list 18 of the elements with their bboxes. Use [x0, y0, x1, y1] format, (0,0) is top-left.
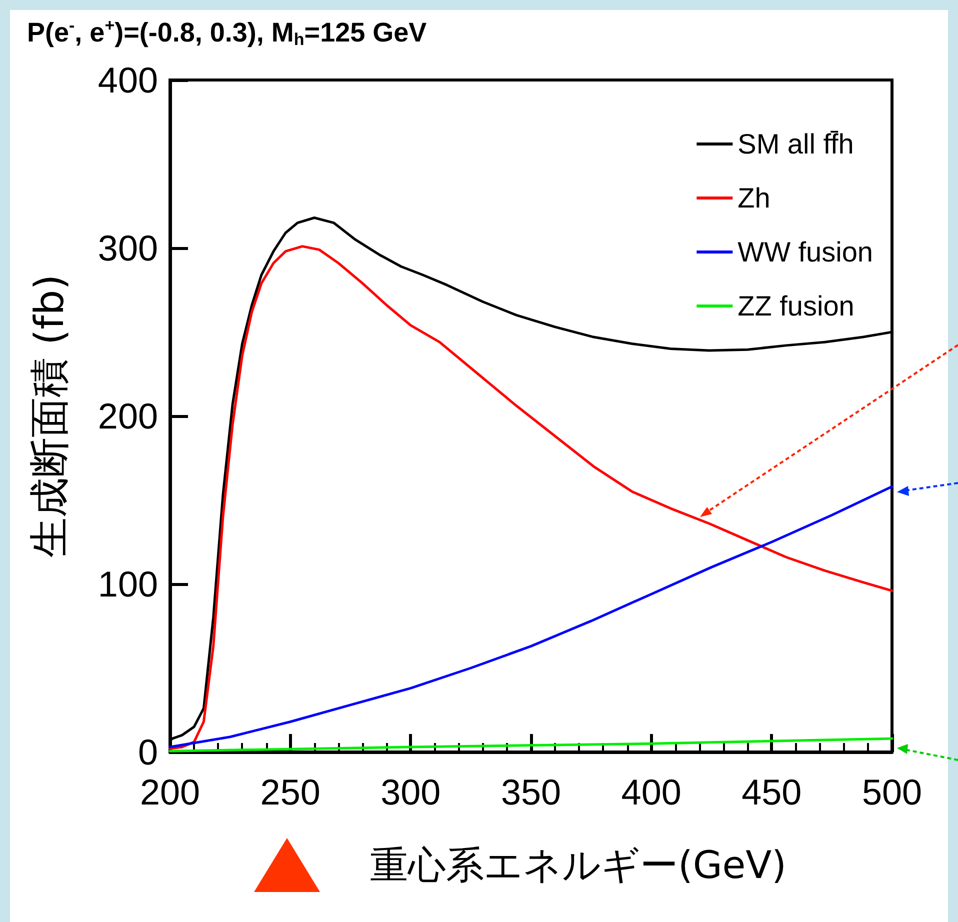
x-tick-label: 500 [862, 772, 922, 812]
x-tick-label: 400 [621, 772, 682, 812]
x-tick-label: 250 [260, 772, 320, 812]
legend-label: Zh [738, 182, 770, 214]
x-tick-label: 350 [500, 772, 562, 812]
legend-label: WW fusion [738, 236, 874, 268]
y-tick-label: 400 [98, 60, 158, 100]
y-tick-label: 100 [98, 564, 158, 604]
x-tick-label: 300 [380, 772, 441, 812]
legend-label: SM all ff̄h [738, 128, 854, 160]
x-tick-label: 200 [140, 772, 200, 812]
y-tick-label: 0 [138, 732, 158, 772]
x-tick-label: 450 [742, 772, 802, 812]
y-axis-title: 生成断面積 (fb) [27, 274, 73, 558]
x-axis-title: 重心系エネルギー(GeV) [370, 842, 786, 889]
y-tick-label: 300 [98, 228, 158, 268]
y-tick-label: 200 [98, 396, 158, 436]
legend-label: ZZ fusion [738, 290, 854, 322]
